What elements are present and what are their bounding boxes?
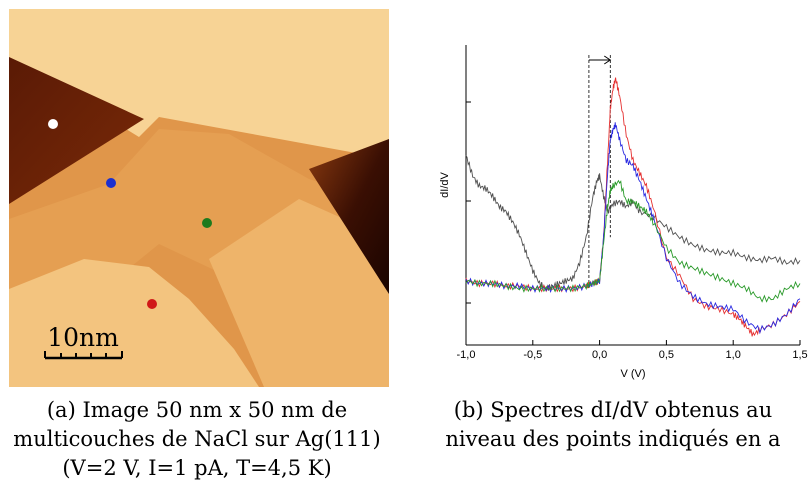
caption-b-line2: niveau des points indiqués en a <box>445 427 781 451</box>
spectrum-line-0 <box>465 155 801 291</box>
caption-a-line3: (V=2 V, I=1 pA, T=4,5 K) <box>62 456 332 480</box>
caption-a-line1: (a) Image 50 nm x 50 nm de <box>46 398 348 422</box>
red-point <box>147 299 157 309</box>
spectrum-line-3 <box>465 179 801 303</box>
lower-terrace <box>9 259 259 387</box>
caption-b: (b) Spectres dI/dV obtenus au niveau des… <box>418 396 808 454</box>
right-lower-terrace <box>209 199 389 387</box>
y-axis-label: dI/dV <box>439 171 451 197</box>
x-tick-label: 1,5 <box>792 349 807 361</box>
caption-a: (a) Image 50 nm x 50 nm de multicouches … <box>0 396 394 483</box>
white-point <box>48 119 58 129</box>
x-tick-label: 1,0 <box>726 349 741 361</box>
dark-triangle-right <box>309 139 389 294</box>
green-point <box>202 218 212 228</box>
caption-a-line2: multicouches de NaCl sur Ag(111) <box>13 427 381 451</box>
x-tick-label: 0,5 <box>659 349 674 361</box>
stm-image: 10nm <box>9 9 389 387</box>
x-tick-label: 0,0 <box>592 349 607 361</box>
shift-arrow-head <box>604 55 612 65</box>
scale-bar-label: 10nm <box>47 323 119 352</box>
x-tick-label: -1,0 <box>457 349 476 361</box>
didv-chart: -1,0 -0,5 0,0 0,5 1,0 1,5 V (V) dI/dV <box>439 45 808 380</box>
x-axis-label: V (V) <box>620 368 645 380</box>
spectrum-line-1 <box>465 77 801 337</box>
x-tick-label: -0,5 <box>523 349 542 361</box>
caption-b-line1: (b) Spectres dI/dV obtenus au <box>453 398 773 422</box>
blue-point <box>106 178 116 188</box>
dark-triangle-left <box>9 57 144 204</box>
scale-bar: 10nm <box>44 323 123 360</box>
